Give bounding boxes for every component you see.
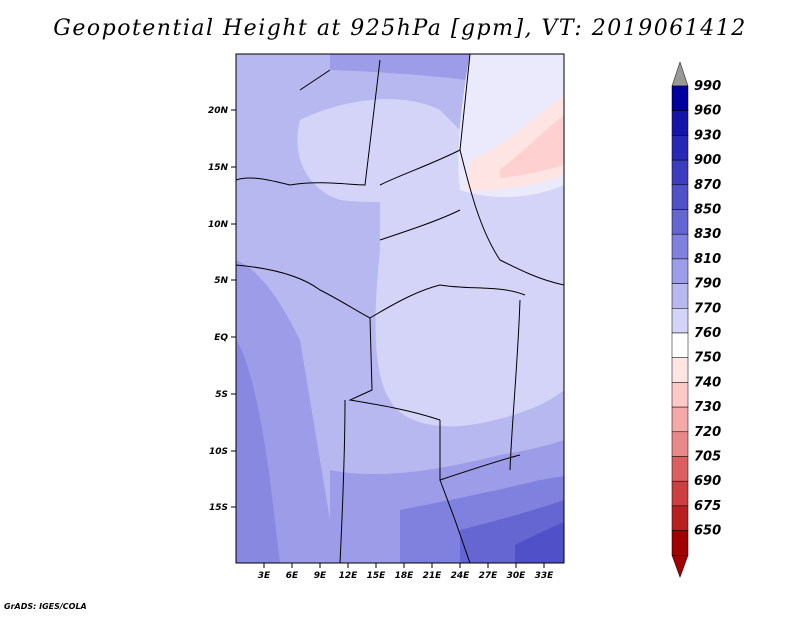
- lon-label: 24E: [451, 571, 471, 581]
- lon-label: 6E: [286, 571, 299, 581]
- lon-label: 33E: [535, 571, 555, 581]
- lon-label: 12E: [339, 571, 359, 581]
- colorbar-label: 960: [694, 104, 721, 119]
- colorbar-label: 760: [694, 326, 721, 341]
- colorbar-label: 690: [694, 474, 721, 489]
- colorbar-swatch: [671, 233, 689, 260]
- colorbar-swatch: [671, 283, 689, 309]
- lon-label: 15E: [367, 571, 387, 581]
- colorbar-swatch: [671, 209, 689, 235]
- colorbar: 990 960 930 900 870 850 830 810 790 770 760 750 740 7…: [671, 61, 721, 579]
- colorbar-swatch: [671, 382, 689, 408]
- colorbar-swatch: [671, 184, 689, 210]
- lon-labels: 3E 6E 9E 12E 15E 18E 21E 24E 27E 30E 33E: [258, 571, 554, 581]
- colorbar-swatch: [671, 159, 689, 186]
- lat-labels: 20N 15N 10N 5N EQ 5S 10S 15S: [208, 106, 229, 513]
- lon-label: 9E: [314, 571, 327, 581]
- lat-label: 10S: [209, 447, 228, 457]
- colorbar-label: 750: [694, 351, 721, 366]
- lon-label: 3E: [258, 571, 271, 581]
- lon-label: 27E: [479, 571, 499, 581]
- colorbar-swatch: [671, 456, 689, 482]
- lat-label: 5N: [214, 276, 228, 286]
- lat-label: 10N: [208, 220, 229, 230]
- lon-label: 21E: [423, 571, 443, 581]
- colorbar-label: 850: [694, 203, 721, 218]
- colorbar-label: 900: [694, 153, 721, 168]
- colorbar-label: 810: [694, 252, 721, 267]
- colorbar-swatch: [671, 406, 689, 433]
- colorbar-swatch: [671, 480, 689, 507]
- colorbar-label: 730: [694, 400, 721, 415]
- map-title: Geopotential Height at 925hPa [gpm], VT:…: [53, 16, 747, 41]
- colorbar-swatch: [671, 258, 689, 284]
- colorbar-label: 990: [694, 79, 721, 94]
- lon-label: 18E: [395, 571, 415, 581]
- colorbar-swatch: [671, 135, 689, 161]
- lat-label: 20N: [208, 106, 229, 116]
- map-frame: [235, 53, 565, 564]
- colorbar-label: 770: [694, 301, 721, 316]
- colorbar-label: 705: [694, 450, 721, 465]
- lat-label: 5S: [215, 390, 228, 400]
- colorbar-swatch: [671, 85, 689, 111]
- lon-label: 30E: [507, 571, 527, 581]
- lat-label: 15S: [209, 503, 228, 513]
- colorbar-top-arrow: [671, 61, 689, 87]
- colorbar-swatch: [671, 357, 689, 383]
- colorbar-label: 830: [694, 227, 721, 242]
- lat-label: EQ: [214, 333, 228, 343]
- colorbar-label: 740: [694, 375, 721, 390]
- colorbar-label: 650: [694, 524, 721, 539]
- colorbar-swatch: [671, 332, 689, 358]
- colorbar-label: 930: [694, 128, 721, 143]
- colorbar-swatch: [671, 308, 689, 334]
- country-boundaries: [236, 54, 564, 563]
- colorbar-label: 720: [694, 425, 721, 440]
- colorbar-label: 870: [694, 178, 721, 193]
- height-field: [236, 54, 564, 563]
- colorbar-swatch: [671, 110, 689, 136]
- credit-label: GrADS: IGES/COLA: [4, 602, 87, 611]
- colorbar-swatch: [671, 530, 689, 556]
- lat-label: 15N: [208, 163, 229, 173]
- colorbar-bottom-arrow: [671, 555, 689, 579]
- colorbar-swatch: [671, 505, 689, 531]
- colorbar-label: 790: [694, 277, 721, 292]
- colorbar-swatch: [671, 431, 689, 457]
- axis-ticks: [231, 109, 545, 568]
- colorbar-label: 675: [694, 499, 721, 514]
